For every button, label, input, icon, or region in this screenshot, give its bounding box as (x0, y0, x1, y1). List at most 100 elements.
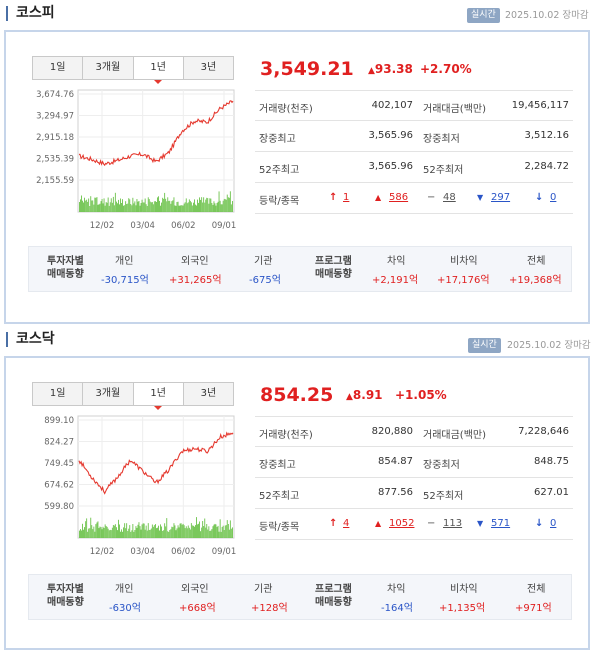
volume-bar (178, 205, 180, 212)
volume-bar (136, 199, 138, 212)
tab-1day[interactable]: 1일 (33, 57, 84, 79)
volume-bar (229, 520, 231, 538)
index-chart[interactable]: 899.10 824.27 749.45 674.62 599.80 12/02 03/04… (32, 412, 236, 562)
volume-bar (118, 519, 119, 538)
volume-bar (197, 199, 198, 212)
volume-bar (211, 529, 213, 538)
volume-bar (110, 198, 112, 212)
lower-limit-count[interactable]: 0 (550, 192, 557, 203)
volume-bar (232, 201, 233, 212)
volume-bar (100, 527, 102, 538)
volume-bar (227, 197, 229, 212)
stats-row: 장중최고 3,565.96 장중최저 3,512.16 (255, 121, 573, 152)
up-count[interactable]: 586 (389, 192, 409, 203)
volume-bar (117, 530, 118, 538)
volume-bar (114, 524, 116, 538)
tab-3year[interactable]: 3년 (183, 57, 233, 79)
lower-limit-count[interactable]: 0 (550, 518, 557, 529)
volume-bar (109, 202, 111, 212)
realtime-badge[interactable]: 실시간 (467, 8, 500, 23)
amount-label: 거래대금(백만) (423, 430, 487, 441)
institution-value: +128억 (251, 603, 288, 614)
volume-bar (228, 197, 230, 212)
volume-bar (222, 200, 224, 212)
volume-bar (101, 529, 103, 538)
volume-bar (80, 529, 81, 538)
stats-row: 52주최고 3,565.96 52주최저 2,284.72 (255, 152, 573, 183)
volume-bar (160, 205, 161, 212)
volume-bar (99, 203, 101, 212)
volume-bar (201, 197, 203, 212)
volume-bar (158, 525, 159, 538)
tab-1year[interactable]: 1년 (133, 383, 184, 410)
program-label: 프로그램 매매동향 (315, 583, 352, 609)
individual-value: -30,715억 (101, 275, 149, 286)
total-label: 전체 (527, 584, 546, 595)
volume-bar (202, 202, 204, 212)
volume-bar (127, 203, 129, 212)
institution-value: -675억 (249, 275, 281, 286)
volume-bar (175, 205, 177, 212)
volume-bar (177, 201, 179, 212)
volume-bar (209, 198, 211, 212)
foreign-value: +668억 (179, 603, 216, 614)
volume-bar (165, 198, 167, 212)
upper-limit-count[interactable]: 1 (343, 192, 350, 203)
volume-bar (180, 523, 182, 538)
amount-value: 19,456,117 (511, 100, 569, 111)
volume-bar (177, 525, 179, 538)
tab-3month[interactable]: 3개월 (83, 383, 134, 405)
change-value: 8.91 (352, 388, 383, 402)
volume-bar (92, 200, 94, 212)
market-date: 2025.10.02 장마감 (507, 340, 591, 351)
down-count[interactable]: 297 (491, 192, 511, 203)
volume-bar (224, 525, 226, 538)
volume-bar (171, 201, 173, 212)
volume-bar (158, 196, 159, 212)
volume-bar (89, 528, 91, 538)
volume-bar (103, 528, 105, 538)
volume-bar (95, 524, 97, 538)
index-chart[interactable]: 3,674.76 3,294.97 2,915.18 2,535.39 2,155.59… (32, 86, 236, 236)
volume-bar (149, 529, 151, 538)
volume-value: 402,107 (371, 100, 413, 111)
tab-3year[interactable]: 3년 (183, 383, 233, 405)
chart-frame (77, 415, 235, 539)
volume-bar (210, 198, 212, 212)
volume-bar (149, 201, 151, 212)
volume-bar (219, 519, 221, 538)
period-tabs: 1일 3개월 1년 3년 (32, 56, 234, 84)
volume-bar (211, 203, 213, 212)
investor-label-line1: 투자자별 (47, 256, 84, 267)
flat-count[interactable]: 48 (443, 192, 456, 203)
tab-3month[interactable]: 3개월 (83, 57, 134, 79)
volume-bar (172, 200, 174, 212)
volume-bar (98, 528, 100, 538)
volume-bar (219, 200, 221, 212)
institution-label: 기관 (254, 256, 273, 267)
down-count[interactable]: 571 (491, 518, 511, 529)
volume-bar (143, 523, 145, 538)
flat-count[interactable]: 113 (443, 518, 463, 529)
volume-label: 거래량(천주) (259, 430, 313, 441)
arbitrage-value: -164억 (381, 603, 413, 614)
volume-bar (152, 526, 154, 538)
volume-bar (169, 200, 171, 212)
up-count[interactable]: 1052 (389, 518, 415, 529)
section-title: 코스피 (6, 6, 55, 21)
volume-bar (84, 197, 85, 212)
volume-bar (222, 525, 224, 538)
volume-bar (151, 202, 153, 212)
volume-bar (168, 200, 170, 212)
volume-bar (137, 524, 139, 538)
realtime-badge[interactable]: 실시간 (468, 338, 501, 353)
volume-bar (98, 204, 100, 212)
tab-1day[interactable]: 1일 (33, 383, 84, 405)
upper-limit-count[interactable]: 4 (343, 518, 350, 529)
price-change: ▲8.91 (346, 388, 383, 402)
total-value: +19,368억 (509, 275, 562, 286)
volume-bar (207, 198, 209, 212)
intraday-low-value: 848.75 (534, 456, 569, 467)
y-tick-label: 3,674.76 (36, 90, 74, 100)
tab-1year[interactable]: 1년 (133, 57, 184, 84)
